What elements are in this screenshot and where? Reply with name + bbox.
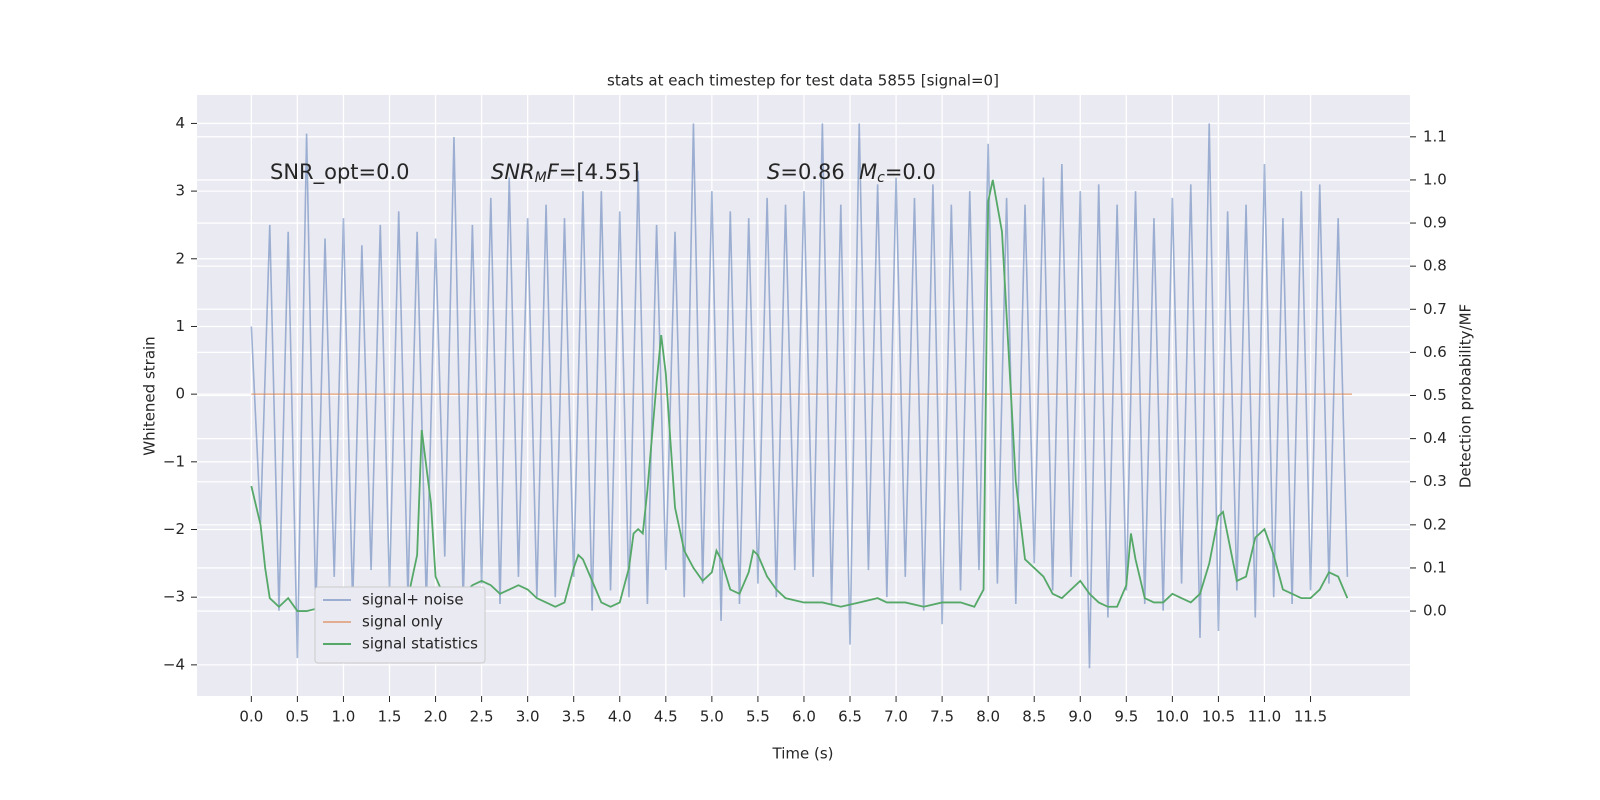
- annotation: Mc=0.0: [859, 160, 936, 186]
- annotation-part: c: [877, 170, 885, 186]
- x-tick-label: 7.0: [884, 708, 908, 726]
- y2-tick-label: 0.6: [1423, 343, 1447, 361]
- y-tick-label: −4: [163, 655, 185, 673]
- series-line: [250, 123, 1349, 669]
- x-tick-label: 0.5: [285, 708, 309, 726]
- annotation-part: M: [535, 170, 547, 186]
- annotation-part: =0.86: [780, 160, 844, 184]
- annotation-part: F: [547, 160, 560, 184]
- annotation-part: SNR: [491, 160, 535, 184]
- y2-axis-label: Detection probability/MF: [1457, 304, 1475, 488]
- chart-title: stats at each timestep for test data 585…: [607, 72, 999, 90]
- y-tick-label: 1: [175, 317, 185, 335]
- axes: 0.0 0.5 1.0 1.5 2.0 2.5 3.0 3.5 4.0 4.5 5.0 5.5 6.0 6…: [163, 114, 1447, 726]
- y-tick-label: 2: [175, 249, 185, 267]
- annotation-part: =0.0: [885, 160, 936, 184]
- annotation: SNRMF=[4.55]: [491, 160, 640, 186]
- y2-tick-label: 0.0: [1423, 602, 1447, 620]
- annotation-part: M: [859, 160, 877, 184]
- x-tick-label: 2.0: [424, 708, 448, 726]
- x-tick-label: 9.0: [1068, 708, 1092, 726]
- x-tick-label: 1.0: [332, 708, 356, 726]
- legend-label: signal+ noise: [362, 591, 464, 609]
- y2-tick-label: 1.0: [1423, 170, 1447, 188]
- annotation-part: SNR_opt=0.0: [270, 160, 410, 185]
- legend-label: signal only: [362, 613, 443, 631]
- x-tick-label: 7.5: [930, 708, 954, 726]
- x-tick-label: 3.5: [562, 708, 586, 726]
- x-tick-label: 4.5: [654, 708, 678, 726]
- x-tick-label: 11.5: [1294, 708, 1327, 726]
- y-tick-label: 3: [175, 182, 185, 200]
- x-tick-label: 5.5: [746, 708, 770, 726]
- x-tick-label: 1.5: [378, 708, 402, 726]
- x-axis-label: Time (s): [772, 745, 834, 763]
- y-tick-label: −1: [163, 452, 185, 470]
- y2-tick-label: 0.3: [1423, 472, 1447, 490]
- x-tick-label: 8.0: [976, 708, 1000, 726]
- y2-tick-label: 0.4: [1423, 429, 1447, 447]
- annotation: S=0.86: [767, 160, 845, 184]
- marks: [250, 123, 1352, 669]
- y-tick-label: 4: [175, 114, 185, 132]
- x-tick-label: 6.5: [838, 708, 862, 726]
- y-tick-label: −2: [163, 520, 185, 538]
- x-tick-label: 2.5: [470, 708, 494, 726]
- x-tick-label: 5.0: [700, 708, 724, 726]
- x-tick-label: 9.5: [1114, 708, 1138, 726]
- x-tick-label: 10.0: [1156, 708, 1189, 726]
- legend-label: signal statistics: [362, 635, 478, 653]
- y-tick-label: 0: [175, 385, 185, 403]
- annotation-part: S: [767, 160, 780, 184]
- legend: signal+ noise signal only signal statistic…: [314, 586, 486, 664]
- x-tick-label: 8.5: [1022, 708, 1046, 726]
- series-line: [250, 179, 1349, 612]
- x-tick-label: 0.0: [239, 708, 263, 726]
- legend-box: [314, 586, 486, 664]
- annotation-part: =[4.55]: [559, 160, 640, 184]
- y2-tick-label: 0.8: [1423, 257, 1447, 275]
- annotation: SNR_opt=0.0: [270, 160, 410, 185]
- y2-tick-label: 0.5: [1423, 386, 1447, 404]
- y2-tick-label: 0.7: [1423, 300, 1447, 318]
- x-tick-label: 3.0: [516, 708, 540, 726]
- y2-tick-label: 0.2: [1423, 515, 1447, 533]
- x-tick-label: 11.0: [1248, 708, 1281, 726]
- x-tick-label: 6.0: [792, 708, 816, 726]
- x-tick-label: 4.0: [608, 708, 632, 726]
- y-axis-label: Whitened strain: [141, 336, 159, 455]
- y2-tick-label: 1.1: [1423, 127, 1447, 145]
- y-tick-label: −3: [163, 588, 185, 606]
- y2-tick-label: 0.9: [1423, 214, 1447, 232]
- x-tick-label: 10.5: [1202, 708, 1235, 726]
- y2-tick-label: 0.1: [1423, 558, 1447, 576]
